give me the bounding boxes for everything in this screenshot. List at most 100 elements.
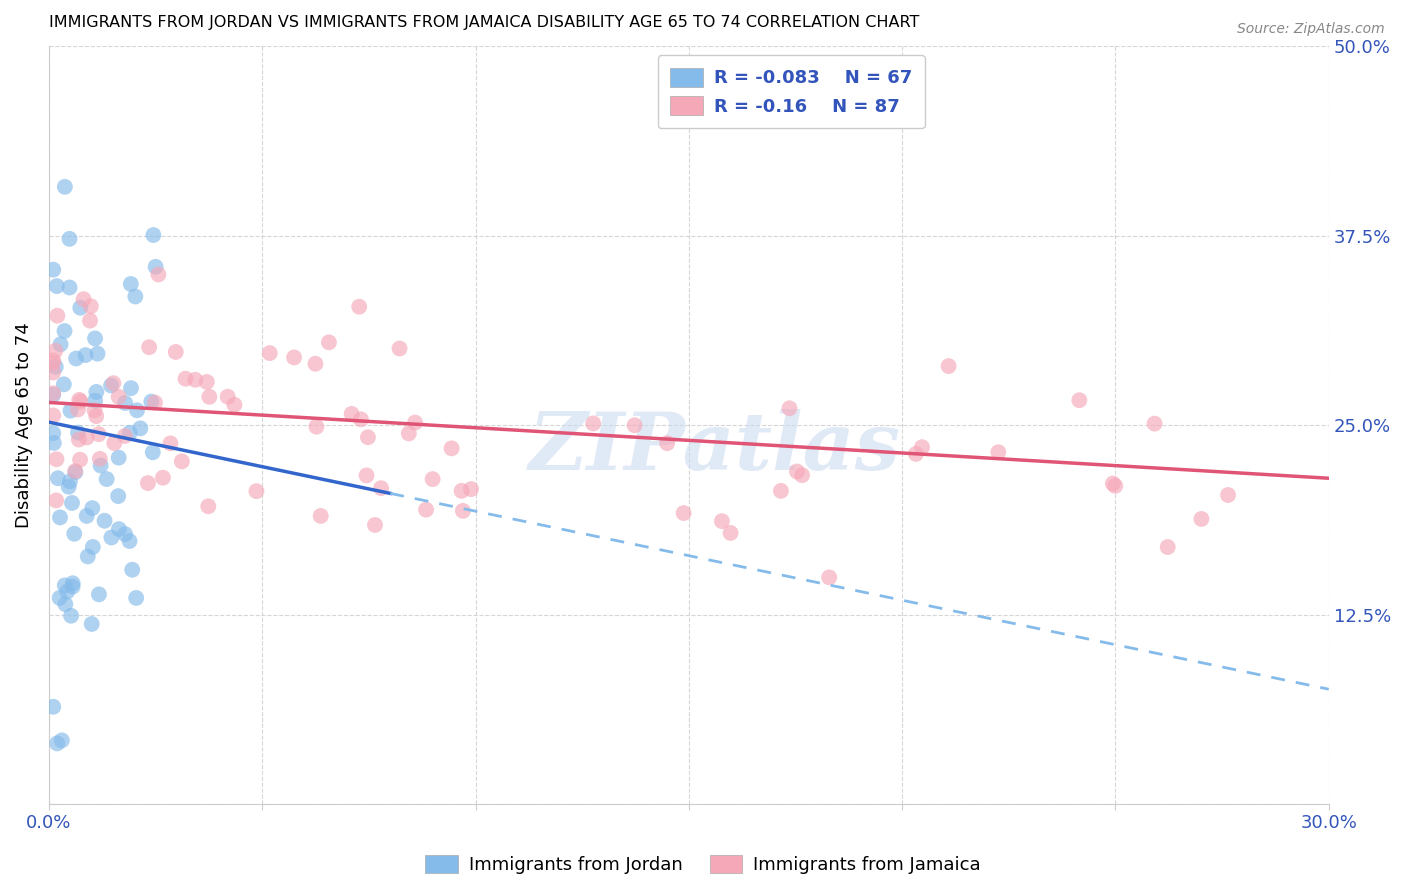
Point (63, 464, 86, 478)
Point (198, 390, 221, 404)
Point (357, 430, 380, 444)
Point (84, 393, 107, 408)
Point (118, 534, 141, 549)
Point (76, 549, 98, 564)
Point (45, 359, 67, 374)
Point (440, 442, 463, 456)
Point (304, 357, 326, 371)
Point (42, 262, 65, 277)
Point (76, 430, 98, 444)
Point (87, 587, 110, 601)
Point (720, 525, 742, 540)
Point (53, 179, 76, 194)
Point (90, 458, 112, 473)
Point (59, 403, 82, 417)
Point (259, 346, 281, 360)
Point (1101, 476, 1123, 491)
Point (1189, 512, 1212, 526)
Point (58, 480, 80, 494)
Point (779, 401, 801, 416)
Point (53, 597, 76, 611)
Point (79, 313, 101, 327)
Point (45, 493, 67, 508)
Point (769, 483, 792, 498)
Point (987, 445, 1010, 459)
Point (69, 452, 91, 467)
Point (107, 450, 129, 465)
Point (86, 346, 108, 360)
Point (100, 378, 122, 392)
Point (80, 617, 103, 632)
Point (49, 337, 72, 351)
Point (89, 451, 111, 466)
Point (103, 376, 125, 391)
Point (174, 372, 197, 386)
Point (114, 396, 136, 410)
Point (120, 381, 142, 395)
Point (340, 407, 363, 421)
Point (904, 447, 927, 461)
Point (62, 576, 84, 591)
Point (165, 345, 187, 359)
Point (42, 386, 65, 401)
Point (404, 416, 426, 430)
Point (42, 426, 65, 441)
Point (80, 299, 103, 313)
Point (93, 514, 115, 528)
Point (65, 465, 87, 479)
Point (107, 489, 129, 503)
Point (96, 472, 118, 486)
Point (69, 301, 91, 315)
Legend: R = -0.083    N = 67, R = -0.16    N = 87: R = -0.083 N = 67, R = -0.16 N = 87 (658, 55, 925, 128)
Point (141, 394, 163, 409)
Legend: Immigrants from Jordan, Immigrants from Jamaica: Immigrants from Jordan, Immigrants from … (416, 846, 990, 883)
Point (710, 514, 733, 528)
Point (1143, 417, 1166, 431)
Point (107, 390, 129, 404)
Point (415, 502, 437, 516)
Point (623, 418, 645, 433)
Point (46, 309, 69, 323)
Point (87, 427, 110, 442)
Point (911, 440, 934, 454)
Point (224, 398, 246, 412)
Point (786, 465, 808, 479)
Point (45, 452, 67, 467)
Point (103, 436, 125, 450)
Point (114, 527, 136, 541)
Point (66, 425, 89, 440)
Text: Source: ZipAtlas.com: Source: ZipAtlas.com (1237, 22, 1385, 37)
Point (143, 395, 166, 409)
Point (84, 409, 107, 424)
Point (136, 476, 159, 491)
Point (82, 540, 104, 554)
Point (72, 292, 94, 306)
Point (184, 373, 207, 387)
Point (60, 496, 83, 510)
Point (42, 353, 65, 368)
Point (42, 366, 65, 380)
Point (76, 508, 98, 523)
Point (53, 324, 76, 338)
Point (582, 417, 605, 431)
Point (1216, 488, 1239, 502)
Point (347, 300, 370, 314)
Point (125, 591, 148, 605)
Point (245, 484, 267, 499)
Point (1069, 393, 1091, 408)
Point (51, 733, 73, 747)
Point (82, 501, 104, 516)
Point (129, 421, 152, 435)
Point (309, 508, 332, 523)
Point (124, 289, 146, 303)
Point (42, 436, 65, 450)
Point (84, 331, 107, 345)
Point (125, 403, 148, 417)
Y-axis label: Disability Age 65 to 74: Disability Age 65 to 74 (15, 322, 32, 528)
Point (62, 580, 84, 594)
Point (1156, 540, 1178, 554)
Point (42, 356, 65, 370)
Point (318, 335, 340, 350)
Point (142, 445, 165, 459)
Point (46, 471, 69, 485)
